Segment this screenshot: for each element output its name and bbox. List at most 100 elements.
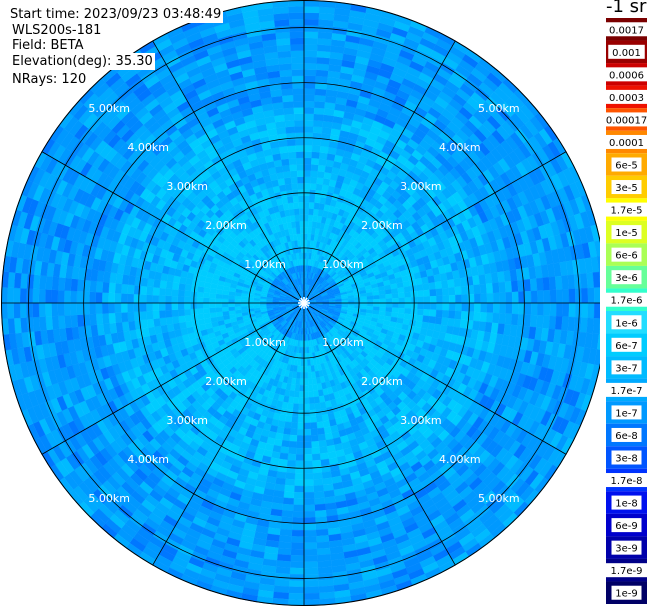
data-cell xyxy=(297,182,305,190)
data-cell xyxy=(298,195,305,203)
data-cell xyxy=(303,157,312,165)
data-cell xyxy=(317,433,326,442)
data-cell xyxy=(360,302,368,307)
data-cell xyxy=(310,164,319,172)
data-cell xyxy=(296,441,305,449)
data-cell xyxy=(498,313,506,325)
data-cell xyxy=(286,459,296,468)
data-cell xyxy=(524,290,532,304)
data-cell xyxy=(289,428,298,436)
data-cell xyxy=(185,320,194,329)
data-cell xyxy=(319,446,328,454)
data-cell xyxy=(294,214,300,222)
data-cell xyxy=(385,307,393,313)
data-cell xyxy=(108,292,116,304)
data-cell xyxy=(314,402,321,410)
data-cell xyxy=(102,313,110,325)
data-cell xyxy=(291,536,305,544)
data-cell xyxy=(441,310,450,319)
data-cell xyxy=(378,289,386,296)
data-cell xyxy=(284,421,292,429)
data-cell xyxy=(247,299,254,304)
data-cell xyxy=(285,415,293,423)
data-cell xyxy=(417,302,425,310)
data-cell xyxy=(296,163,305,171)
data-cell xyxy=(306,353,311,360)
data-cell xyxy=(287,196,294,204)
data-cell xyxy=(318,439,327,448)
data-cell xyxy=(397,287,405,294)
data-cell xyxy=(554,316,563,331)
data-cell xyxy=(354,296,361,301)
data-cell xyxy=(89,280,97,293)
data-cell xyxy=(310,170,319,178)
data-cell xyxy=(146,278,155,288)
data-cell xyxy=(529,314,538,328)
data-cell xyxy=(379,298,387,304)
data-cell xyxy=(177,309,185,317)
data-cell xyxy=(293,208,300,216)
data-cell xyxy=(290,554,305,562)
data-cell xyxy=(312,138,322,147)
data-cell xyxy=(290,214,296,223)
data-cell xyxy=(51,276,60,291)
data-cell xyxy=(303,151,313,159)
data-cell xyxy=(548,276,557,291)
data-cell xyxy=(392,297,399,304)
data-cell xyxy=(435,288,443,297)
data-cell xyxy=(293,100,305,108)
data-cell xyxy=(309,403,316,411)
data-cell xyxy=(284,177,292,185)
data-cell xyxy=(296,435,305,443)
data-cell xyxy=(311,151,321,159)
data-cell xyxy=(530,302,538,316)
data-cell xyxy=(70,278,79,292)
data-cell xyxy=(479,312,487,323)
data-cell xyxy=(316,63,330,71)
data-cell xyxy=(286,138,296,147)
data-cell xyxy=(152,294,160,304)
data-cell xyxy=(404,308,412,315)
data-cell xyxy=(435,309,443,318)
data-cell xyxy=(303,422,311,430)
data-cell xyxy=(511,302,519,315)
data-cell xyxy=(303,119,314,127)
data-cell xyxy=(303,372,309,379)
data-cell xyxy=(114,312,123,323)
data-cell xyxy=(313,120,324,128)
data-cell xyxy=(385,293,393,299)
data-cell xyxy=(391,288,399,294)
data-cell xyxy=(428,282,437,290)
data-cell xyxy=(153,318,161,327)
data-cell xyxy=(228,306,236,312)
data-cell xyxy=(203,312,211,319)
data-cell xyxy=(398,307,406,314)
data-cell xyxy=(453,318,462,328)
data-cell xyxy=(440,317,449,326)
data-cell xyxy=(315,522,328,531)
data-cell xyxy=(281,196,289,205)
data-cell xyxy=(474,302,481,313)
data-cell xyxy=(303,233,308,241)
data-cell xyxy=(530,290,538,304)
data-cell xyxy=(448,286,456,296)
data-cell xyxy=(278,184,287,193)
data-cell xyxy=(317,170,325,179)
data-cell xyxy=(504,313,513,325)
data-cell xyxy=(303,170,312,178)
data-cell xyxy=(108,282,116,294)
data-cell xyxy=(308,384,314,392)
data-cell xyxy=(385,298,393,304)
data-cell xyxy=(295,151,305,159)
data-cell xyxy=(416,308,424,316)
data-cell xyxy=(120,302,128,313)
data-cell xyxy=(537,302,545,316)
data-cell xyxy=(314,101,326,109)
data-cell xyxy=(222,310,230,317)
data-cell xyxy=(279,452,289,461)
data-cell xyxy=(480,302,488,313)
data-cell xyxy=(429,295,437,304)
data-cell xyxy=(184,308,192,316)
data-cell xyxy=(292,504,305,512)
data-cell xyxy=(76,314,85,327)
